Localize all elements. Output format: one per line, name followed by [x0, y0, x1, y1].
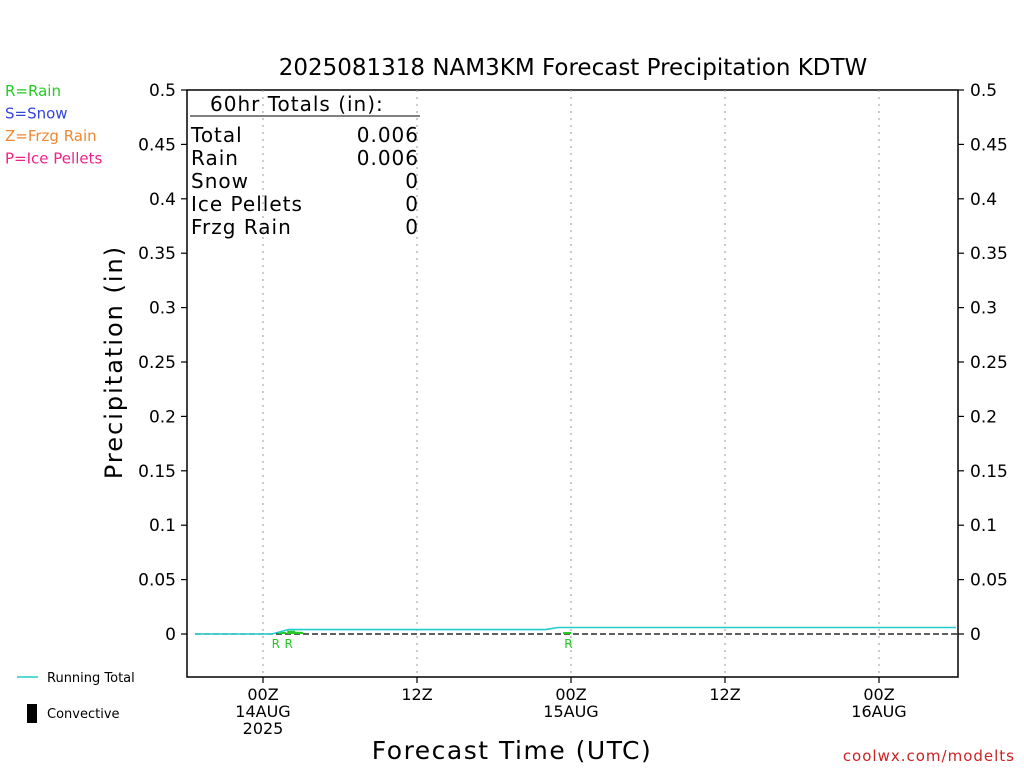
x-tick-label: 12Z: [401, 685, 432, 704]
totals-row-value: 0.006: [357, 146, 419, 170]
running-total-legend-label: Running Total: [47, 671, 135, 686]
y-tick-label-left: 0.35: [138, 244, 176, 264]
rain-bar: [278, 632, 287, 634]
x-tick-label: 00Z: [247, 685, 278, 704]
y-tick-label-right: 0.25: [970, 353, 1008, 373]
y-tick-label-left: 0.1: [149, 516, 176, 536]
x-tick-label: 2025: [243, 719, 284, 738]
site-credit: coolwx.com/modelts: [843, 747, 1015, 765]
x-axis-label: Forecast Time (UTC): [372, 736, 652, 765]
totals-row-label: Total: [190, 123, 243, 147]
convective-legend-swatch: [27, 704, 37, 723]
totals-row-label: Rain: [191, 146, 239, 170]
y-tick-label-right: 0.5: [970, 81, 997, 101]
x-tick-label: 15AUG: [543, 702, 598, 721]
y-tick-label-right: 0: [970, 625, 981, 645]
y-tick-label-left: 0.5: [149, 81, 176, 101]
y-tick-label-left: 0.4: [149, 190, 176, 210]
y-tick-label-right: 0.05: [970, 571, 1008, 591]
y-tick-label-left: 0.3: [149, 299, 176, 319]
precip-type-legend-item: S=Snow: [5, 105, 68, 123]
y-tick-label-right: 0.15: [970, 462, 1008, 482]
totals-row-label: Frzg Rain: [191, 215, 292, 239]
chart-title: 2025081318 NAM3KM Forecast Precipitation…: [279, 55, 868, 81]
precip-type-legend-item: R=Rain: [5, 82, 61, 100]
y-tick-label-right: 0.35: [970, 244, 1008, 264]
totals-row-value: 0: [405, 192, 419, 216]
series-lines: [195, 626, 956, 635]
totals-heading: 60hr Totals (in):: [210, 92, 384, 116]
plot-frame: [186, 89, 959, 678]
y-tick-label-left: 0.25: [138, 353, 176, 373]
y-tick-label-left: 0.05: [138, 571, 176, 591]
rain-bar: [563, 632, 572, 634]
y-axis: 0 00.05 0.050.1 0.10.15 0.150.2 0.20.25 0.250.…: [138, 81, 1008, 645]
convective-legend-label: Convective: [47, 707, 120, 722]
totals-row-value: 0: [405, 169, 419, 193]
y-tick-label-left: 0: [165, 625, 176, 645]
rain-type-marker: R: [272, 637, 280, 651]
y-tick-label-left: 0.15: [138, 462, 176, 482]
rain-bars: [278, 630, 572, 634]
x-tick-label: 00Z: [555, 685, 586, 704]
rain-type-marker: R: [564, 637, 572, 651]
y-tick-label-right: 0.4: [970, 190, 997, 210]
precip-type-legend-item: Z=Frzg Rain: [5, 127, 97, 145]
x-tick-label: 14AUG: [235, 702, 290, 721]
totals-row-value: 0.006: [357, 123, 419, 147]
running-total-line: [195, 626, 956, 635]
precip-type-legend-item: P=Ice Pellets: [5, 150, 102, 168]
x-tick-label: 12Z: [709, 685, 740, 704]
y-tick-label-right: 0.1: [970, 516, 997, 536]
y-tick-label-right: 0.3: [970, 299, 997, 319]
rain-bar: [287, 630, 296, 634]
y-tick-label-left: 0.45: [138, 135, 176, 155]
precip-type-legend: R=Rain S=Snow Z=Frzg Rain P=Ice Pellets: [5, 82, 102, 168]
totals-row-label: Ice Pellets: [191, 192, 303, 216]
totals-row-value: 0: [405, 215, 419, 239]
totals-row-label: Snow: [191, 169, 249, 193]
y-tick-label-right: 0.45: [970, 135, 1008, 155]
y-axis-label: Precipitation (in): [100, 245, 128, 479]
totals-box: 60hr Totals (in): Total 0.006 Rain 0.006 Sno…: [190, 92, 420, 239]
grid-lines: [194, 90, 958, 677]
x-tick-label: 00Z: [863, 685, 894, 704]
y-tick-label-right: 0.2: [970, 407, 997, 427]
rain-type-marker: R: [284, 637, 292, 651]
x-tick-label: 16AUG: [851, 702, 906, 721]
line-legend: Running Total Convective: [17, 671, 135, 723]
rain-bar: [294, 631, 303, 634]
y-tick-label-left: 0.2: [149, 407, 176, 427]
